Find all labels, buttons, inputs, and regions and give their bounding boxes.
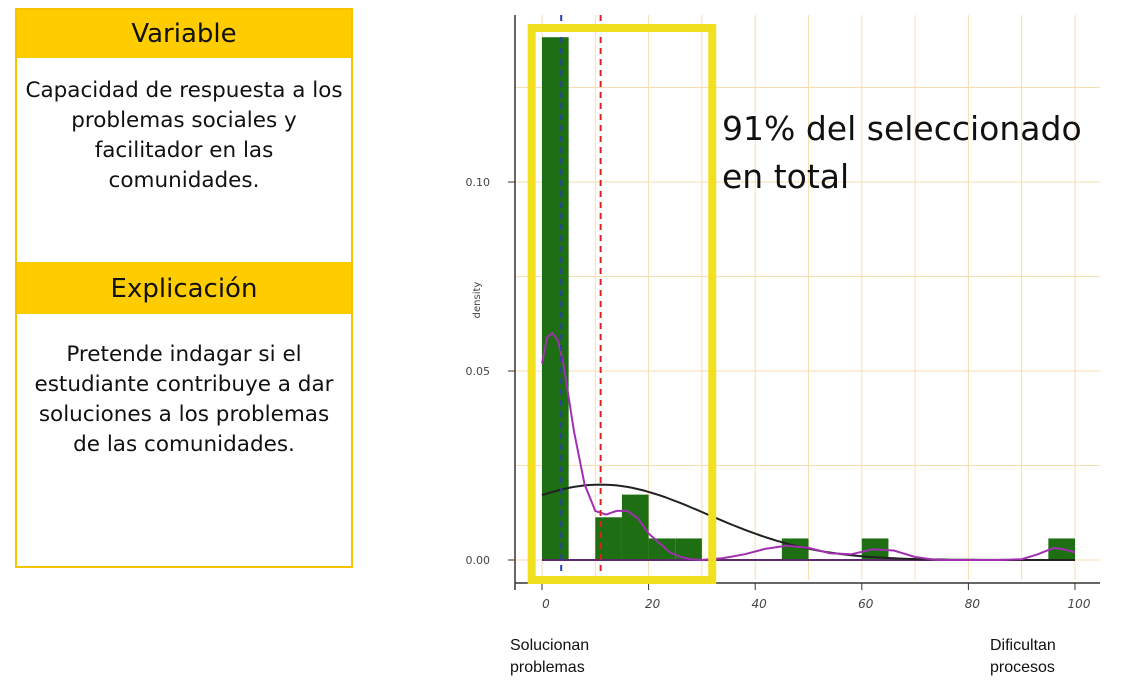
y-tick-label: 0.10: [466, 176, 491, 189]
histogram-bar: [648, 538, 676, 560]
variable-header: Variable: [17, 10, 351, 58]
y-tick-label: 0.00: [466, 554, 491, 567]
x-tick-label: 60: [858, 597, 874, 611]
x-tick-label: 80: [965, 597, 981, 611]
explanation-text: Pretende indagar si el estudiante contri…: [34, 342, 334, 457]
variable-text: Capacidad de respuesta a los problemas s…: [25, 78, 343, 193]
right-axis-caption: Dificultan procesos: [990, 635, 1090, 679]
histogram-bar: [595, 517, 622, 560]
info-panel: Variable Capacidad de respuesta a los pr…: [15, 8, 353, 568]
y-tick-label: 0.05: [466, 365, 491, 378]
left-axis-caption: Solucionan problemas: [510, 635, 620, 679]
histogram-bar: [781, 538, 809, 560]
histogram-bar: [542, 37, 569, 560]
y-axis-label: density: [472, 282, 483, 319]
highlight-annotation: 91% del seleccionado en total: [722, 109, 1082, 196]
density-chart: 0.00 0.05 0.10 0 20 40 60 80 100 density: [466, 15, 1100, 611]
explanation-header: Explicación: [17, 262, 351, 314]
highlight-box: [527, 24, 717, 584]
left-caption-text: Solucionan problemas: [510, 637, 590, 676]
x-tick-label: 100: [1068, 597, 1091, 611]
x-tick-label: 20: [645, 597, 661, 611]
x-tick-label: 40: [752, 597, 768, 611]
x-tick-label: 0: [542, 597, 550, 611]
histogram-bar: [675, 538, 702, 560]
right-caption-text: Dificultan procesos: [990, 637, 1056, 676]
